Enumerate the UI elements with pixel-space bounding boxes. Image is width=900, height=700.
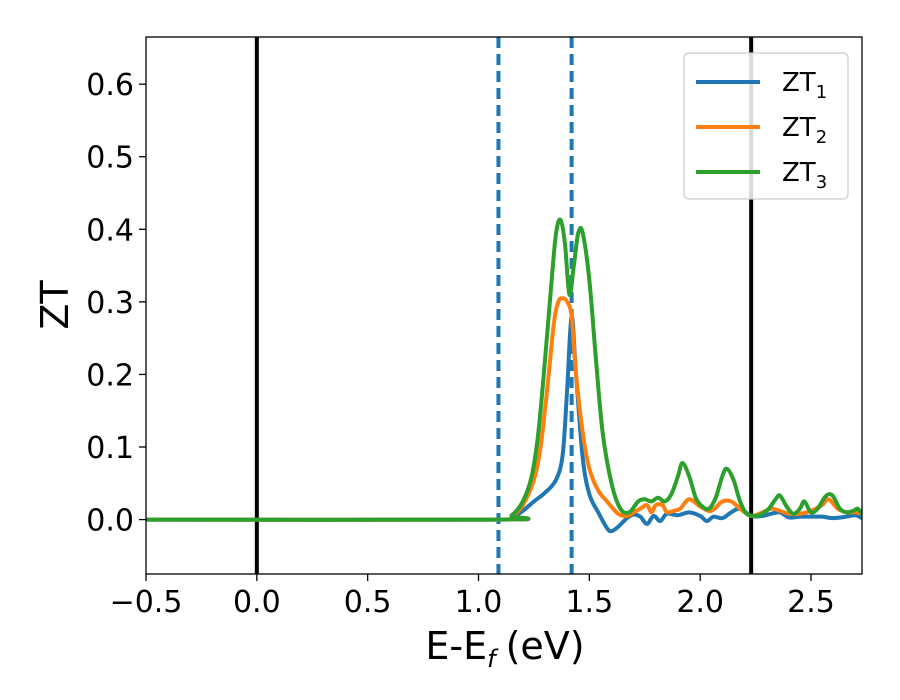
legend-label-subscript: 1 xyxy=(816,82,827,103)
x-tick-label: −0.5 xyxy=(110,585,183,620)
legend-box xyxy=(683,52,849,200)
x-tick-label: 0.5 xyxy=(344,585,392,620)
legend-label-subscript: 3 xyxy=(816,172,827,193)
legend-label-subscript: 2 xyxy=(816,127,827,148)
y-axis-title: ZT xyxy=(33,280,77,330)
series-layer xyxy=(146,217,862,534)
x-axis-title: E-Ef (eV) xyxy=(425,624,584,673)
series-line-zt3 xyxy=(146,217,862,522)
y-tick-label: 0.3 xyxy=(86,286,134,321)
x-tick-label: 2.5 xyxy=(787,585,835,620)
x-axis: −0.5 0.0 0.5 1.0 1.5 2.0 2.5 xyxy=(110,574,835,620)
x-tick-label: 2.0 xyxy=(676,585,724,620)
y-axis: 0.0 0.1 0.2 0.3 0.4 0.5 0.6 xyxy=(86,68,146,539)
x-axis-title-unit: (eV) xyxy=(506,624,585,668)
y-tick-label: 0.5 xyxy=(86,141,134,176)
x-tick-label: 0.0 xyxy=(233,585,281,620)
y-tick-label: 0.6 xyxy=(86,68,134,103)
y-tick-label: 0.2 xyxy=(86,358,134,393)
y-tick-label: 0.1 xyxy=(86,431,134,466)
x-tick-label: 1.0 xyxy=(455,585,503,620)
y-tick-label: 0.0 xyxy=(86,504,134,539)
reference-lines xyxy=(254,37,754,574)
series-line-zt2 xyxy=(146,296,862,522)
x-axis-title-subscript: f xyxy=(487,645,499,673)
plot-frame xyxy=(145,36,863,575)
x-axis-title-main: E-E xyxy=(425,624,487,668)
x-tick-label: 1.5 xyxy=(565,585,613,620)
y-tick-label: 0.4 xyxy=(86,213,134,248)
series-line-zt1 xyxy=(146,314,862,534)
